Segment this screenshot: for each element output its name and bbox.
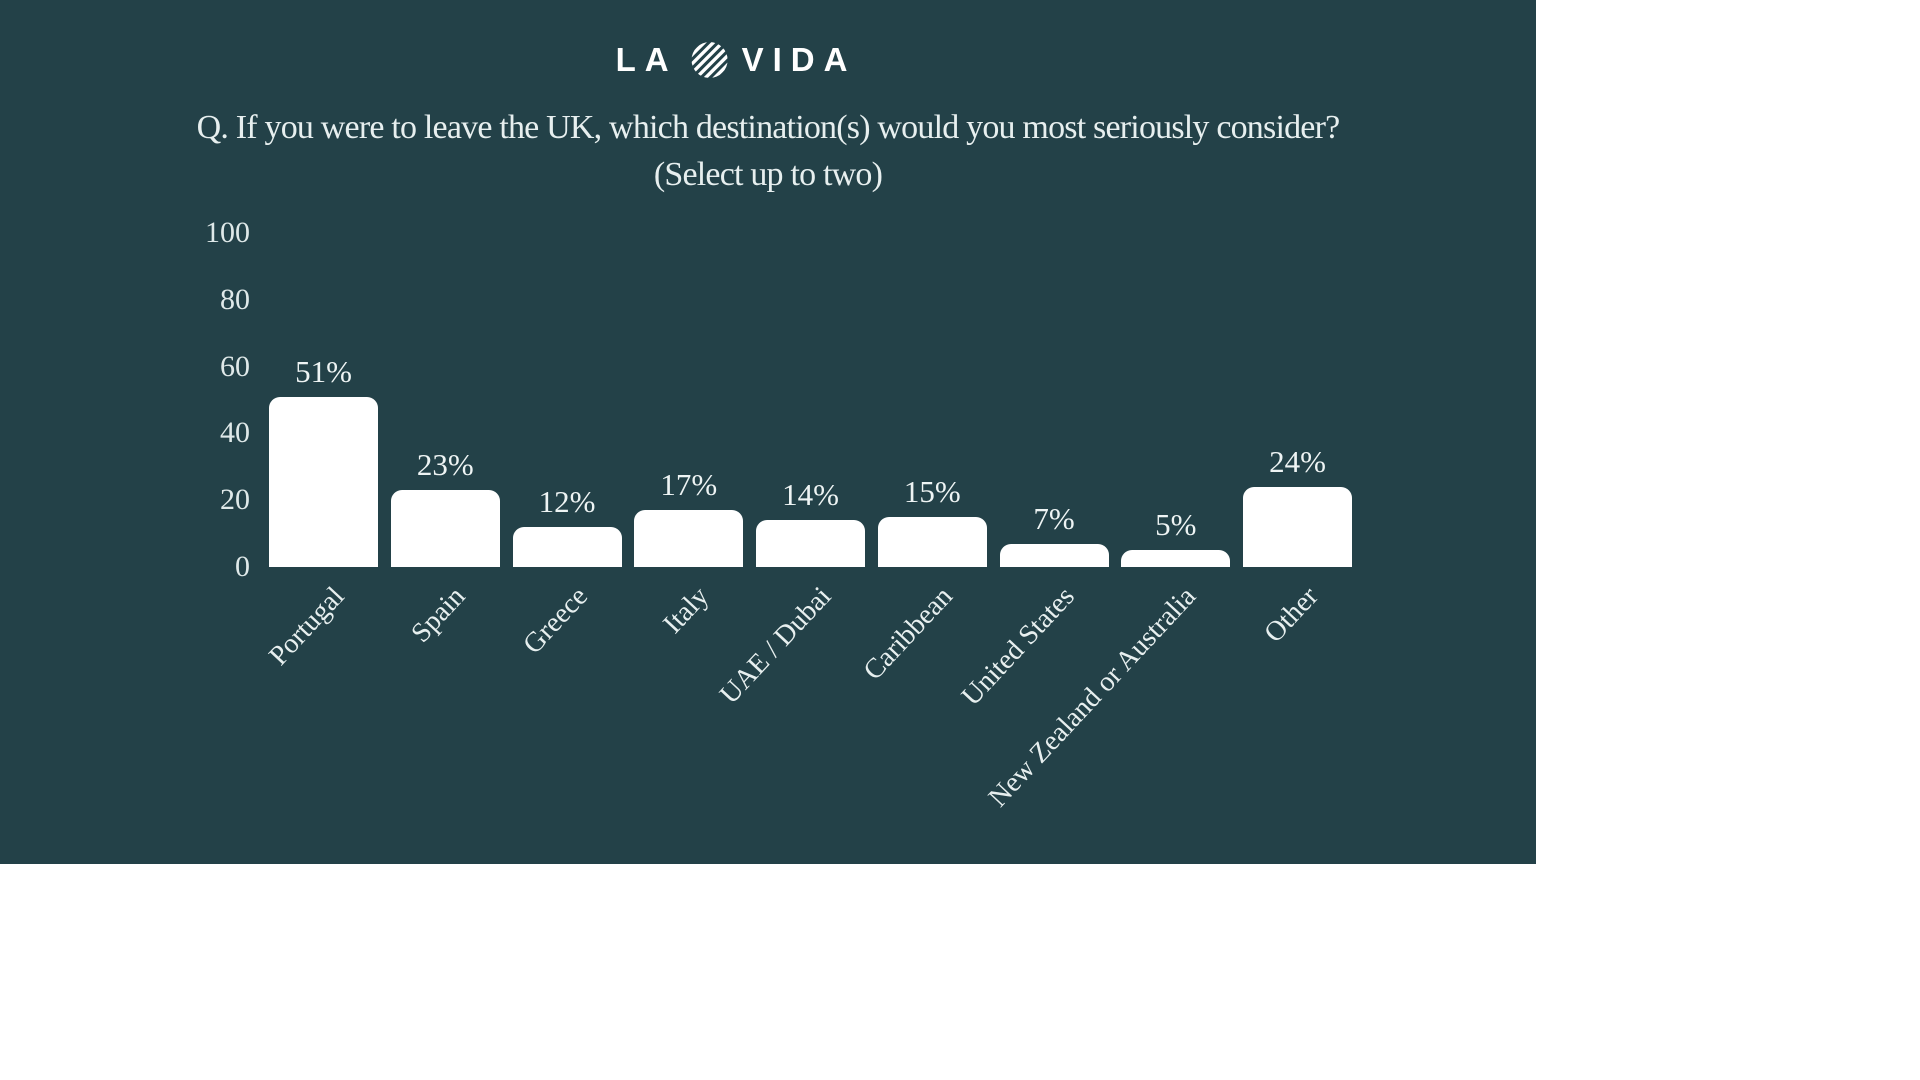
bar-value-label-portugal: 51% [295, 353, 352, 389]
bar-value-label-new-zealand-or-australia: 5% [1155, 507, 1197, 543]
y-axis-tick-label: 0 [235, 550, 250, 583]
category-label-spain: Spain [405, 581, 472, 649]
bar-uae-dubai [756, 520, 865, 567]
category-label-greece: Greece [516, 581, 594, 661]
y-axis-tick-label: 20 [220, 483, 250, 517]
logo-text-la: LA [615, 41, 678, 78]
bar-value-label-spain: 23% [416, 447, 474, 483]
bar-portugal [269, 396, 378, 567]
category-label-portugal: Portugal [262, 581, 351, 672]
y-axis-tick-label: 60 [220, 349, 250, 383]
bar-italy [634, 510, 744, 567]
category-label-united-states: United States [955, 581, 1081, 712]
chart-title-line1: Q. If you were to leave the UK, which de… [196, 109, 1341, 146]
y-axis-tick-label: 40 [220, 416, 250, 450]
category-label-new-zealand-or-australia: New Zealand or Australia [983, 581, 1203, 814]
bar-value-label-uae-dubai: 14% [782, 477, 839, 513]
category-label-uae-dubai: UAE / Dubai [713, 581, 838, 711]
y-axis-tick-label: 100 [205, 216, 250, 249]
bar-united-states [999, 543, 1109, 567]
bar-value-label-greece: 12% [538, 483, 596, 519]
chart-title: Q. If you were to leave the UK, which de… [0, 104, 1536, 198]
bar-value-label-other: 24% [1269, 443, 1326, 479]
bar-chart: 0 20 40 60 80 100 51% Portugal 23% Spain 12% Greece… [205, 216, 1352, 814]
bar-value-label-caribbean: 15% [903, 473, 961, 509]
logo-text-vida: VIDA [741, 41, 857, 78]
category-label-other: Other [1258, 581, 1325, 649]
bar-caribbean [877, 516, 987, 567]
brand-logo: LA VIDA [616, 40, 857, 80]
y-axis-tick-label: 80 [220, 282, 250, 316]
survey-slide: LA VIDA Q. If you were to leave the UK, … [0, 0, 1536, 864]
bar-value-label-italy: 17% [660, 467, 718, 503]
chart-title-line2: (Select up to two) [653, 156, 883, 193]
bar-value-label-united-states: 7% [1033, 500, 1075, 536]
bar-new-zealand-or-australia [1121, 550, 1231, 567]
bar-spain [390, 490, 500, 567]
logo-stripes-icon [690, 41, 729, 79]
bar-greece [512, 526, 622, 567]
bar-other [1243, 486, 1352, 567]
category-label-caribbean: Caribbean [857, 581, 959, 687]
category-label-italy: Italy [657, 581, 716, 640]
